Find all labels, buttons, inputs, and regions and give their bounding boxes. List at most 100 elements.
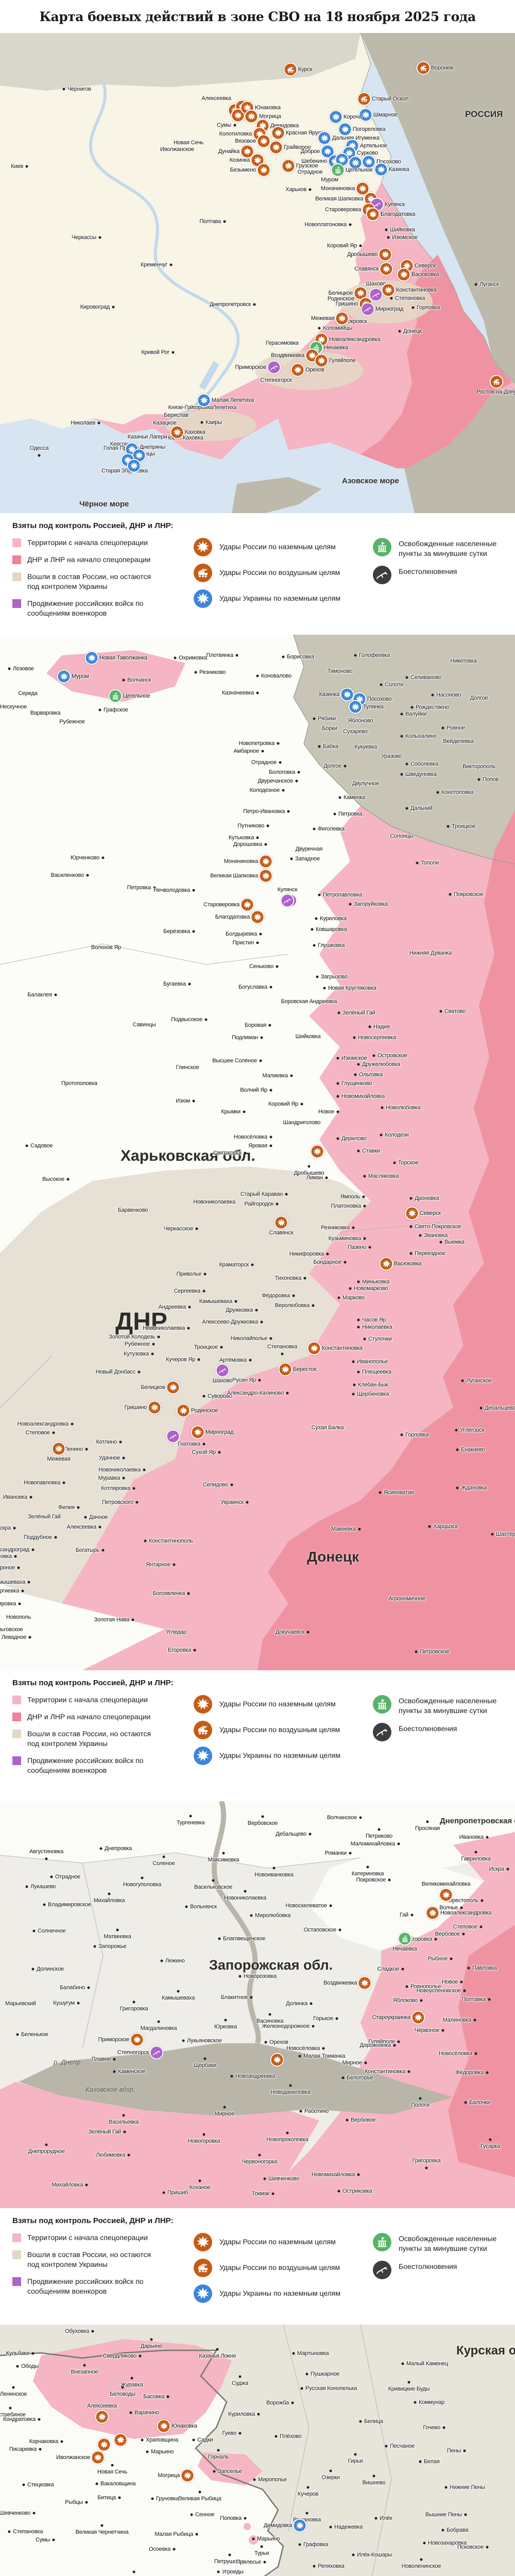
ru-air-marker[interactable] bbox=[283, 62, 298, 77]
ru-ground-marker[interactable] bbox=[381, 283, 396, 297]
ua-ground-marker[interactable] bbox=[329, 110, 343, 124]
ua-ground-marker[interactable] bbox=[358, 108, 373, 122]
ua-ground-marker[interactable] bbox=[362, 155, 376, 169]
town-label: Новоленинское bbox=[401, 2563, 441, 2569]
ru-ground-marker[interactable] bbox=[405, 1206, 419, 1221]
town-dot bbox=[420, 1999, 423, 2002]
map-kursk-sumy[interactable]: Курская обл.Сумская обл.Белгородская обл… bbox=[0, 2325, 515, 2576]
ua-ground-marker[interactable] bbox=[293, 2518, 307, 2533]
liberated-marker[interactable] bbox=[398, 1931, 412, 1946]
ru-ground-marker[interactable] bbox=[425, 1906, 440, 1920]
clash-marker[interactable] bbox=[215, 1363, 230, 1378]
ru-ground-marker[interactable] bbox=[191, 1425, 205, 1439]
town-dot bbox=[387, 236, 390, 239]
ua-ground-marker[interactable] bbox=[374, 162, 388, 177]
marker-label: Приморское bbox=[98, 2037, 129, 2043]
town-dot bbox=[98, 1526, 101, 1529]
ru-air-marker[interactable] bbox=[357, 92, 371, 106]
ua-ground-marker[interactable] bbox=[340, 687, 354, 702]
town-label: Любимовка bbox=[96, 2152, 125, 2158]
town-label: Тихоновка bbox=[274, 1275, 301, 1281]
ua-ground-marker[interactable] bbox=[57, 669, 71, 684]
ru-air-marker[interactable] bbox=[416, 61, 431, 75]
map-overview[interactable]: РОССИЯ Чёрное море Азовское море Чернигов Ки… bbox=[0, 33, 515, 513]
clash-marker[interactable] bbox=[149, 2045, 164, 2060]
ru-ground-marker[interactable] bbox=[95, 2410, 109, 2424]
liberated-marker[interactable] bbox=[331, 163, 345, 177]
ua-ground-marker[interactable] bbox=[352, 692, 367, 706]
ru-ground-marker[interactable] bbox=[271, 126, 285, 140]
ua-ground-marker[interactable] bbox=[84, 651, 99, 665]
ua-ground-marker[interactable] bbox=[317, 131, 332, 145]
ru-ground-marker[interactable] bbox=[281, 159, 296, 173]
marker-label: Константиновка bbox=[396, 287, 437, 293]
ru-ground-marker[interactable] bbox=[259, 854, 273, 869]
town-label: Свердликово bbox=[102, 2353, 137, 2359]
ru-ground-marker[interactable] bbox=[274, 1215, 288, 1230]
ru-ground-marker[interactable] bbox=[244, 109, 259, 124]
ru-air-marker[interactable] bbox=[489, 375, 504, 389]
town-dot bbox=[359, 244, 362, 247]
town-label: Ивановка bbox=[459, 1834, 484, 1840]
ru-ground-marker[interactable] bbox=[130, 2032, 144, 2047]
ru-ground-marker[interactable] bbox=[379, 1257, 393, 1271]
liberated-marker[interactable] bbox=[108, 689, 123, 703]
town-label: Ровное bbox=[447, 725, 465, 731]
ua-ground-marker[interactable] bbox=[338, 122, 352, 137]
ru-ground-marker[interactable] bbox=[278, 1362, 293, 1377]
marker-label: Дальняя Игуменка bbox=[332, 135, 380, 141]
ru-ground-marker[interactable] bbox=[259, 869, 273, 883]
clash-marker[interactable] bbox=[267, 360, 281, 375]
ru-ground-marker[interactable] bbox=[379, 262, 393, 276]
ru-ground-marker[interactable] bbox=[397, 267, 411, 282]
ua-ground-marker[interactable] bbox=[197, 393, 211, 408]
ru-ground-marker[interactable] bbox=[256, 134, 271, 148]
ru-ground-marker[interactable] bbox=[97, 2437, 111, 2452]
map-overview-layer: РОССИЯ Чёрное море Азовское море Чернигов Ки… bbox=[0, 33, 515, 513]
ru-ground-marker[interactable] bbox=[180, 2468, 195, 2483]
clash-marker[interactable] bbox=[166, 1429, 180, 1444]
marker-label: Новоалександровка bbox=[329, 336, 381, 343]
ru-ground-marker[interactable] bbox=[176, 1403, 191, 1418]
clash-marker[interactable] bbox=[369, 287, 383, 302]
ru-ground-marker[interactable] bbox=[310, 1144, 324, 1159]
town-label: Пологи bbox=[411, 2102, 430, 2108]
ru-ground-marker[interactable] bbox=[411, 2010, 425, 2025]
ru-ground-marker[interactable] bbox=[250, 910, 265, 924]
town-dot bbox=[256, 691, 259, 694]
ua-ground-marker[interactable] bbox=[127, 459, 141, 473]
ru-ground-marker[interactable] bbox=[366, 207, 380, 222]
ru-ground-marker[interactable] bbox=[157, 2419, 171, 2433]
ru-ground-marker[interactable] bbox=[166, 1380, 180, 1395]
ru-ground-marker[interactable] bbox=[314, 353, 329, 368]
town-dot bbox=[419, 2097, 422, 2100]
ru-ground-marker[interactable] bbox=[147, 1400, 162, 1415]
map-kharkiv-dnr[interactable]: Харьковская обл. ДНР Донецк Лозовое Волчанск… bbox=[0, 635, 515, 1670]
ru-ground-marker[interactable] bbox=[357, 1976, 372, 1990]
map-zaporozhye[interactable]: Днепропетровская обл. Запорожская обл. р. … bbox=[0, 1801, 515, 2208]
ru-ground-marker[interactable] bbox=[270, 2053, 284, 2067]
ru-ground-marker[interactable] bbox=[307, 1341, 321, 1355]
ru-ground-marker[interactable] bbox=[240, 897, 254, 912]
town-dot bbox=[409, 1197, 413, 1200]
town-label: Петровское bbox=[420, 1649, 450, 1655]
ru-ground-marker[interactable] bbox=[113, 2433, 128, 2447]
clash-marker[interactable] bbox=[280, 893, 295, 908]
town-dot bbox=[337, 1296, 340, 1299]
clash-marker[interactable] bbox=[360, 302, 375, 316]
ru-ground-marker[interactable] bbox=[378, 247, 392, 262]
ru-ground-marker[interactable] bbox=[290, 363, 305, 377]
ru-ground-marker[interactable] bbox=[335, 311, 349, 326]
ru-ground-marker[interactable] bbox=[170, 425, 184, 439]
town-label: Миролюбовка bbox=[255, 1912, 291, 1919]
ua-ground-marker[interactable] bbox=[348, 700, 363, 714]
ru-ground-marker[interactable] bbox=[240, 144, 254, 159]
ru-ground-marker[interactable] bbox=[269, 140, 283, 155]
ru-ground-marker[interactable] bbox=[256, 163, 271, 177]
ru-ground-marker[interactable] bbox=[52, 1442, 66, 1456]
ru-ground-marker[interactable] bbox=[91, 2450, 105, 2465]
town-label: Сватово bbox=[444, 1008, 466, 1014]
ru-ground-marker[interactable] bbox=[439, 1888, 453, 1902]
town-label: Яблоново bbox=[348, 718, 373, 724]
ua-ground-marker[interactable] bbox=[348, 156, 363, 170]
